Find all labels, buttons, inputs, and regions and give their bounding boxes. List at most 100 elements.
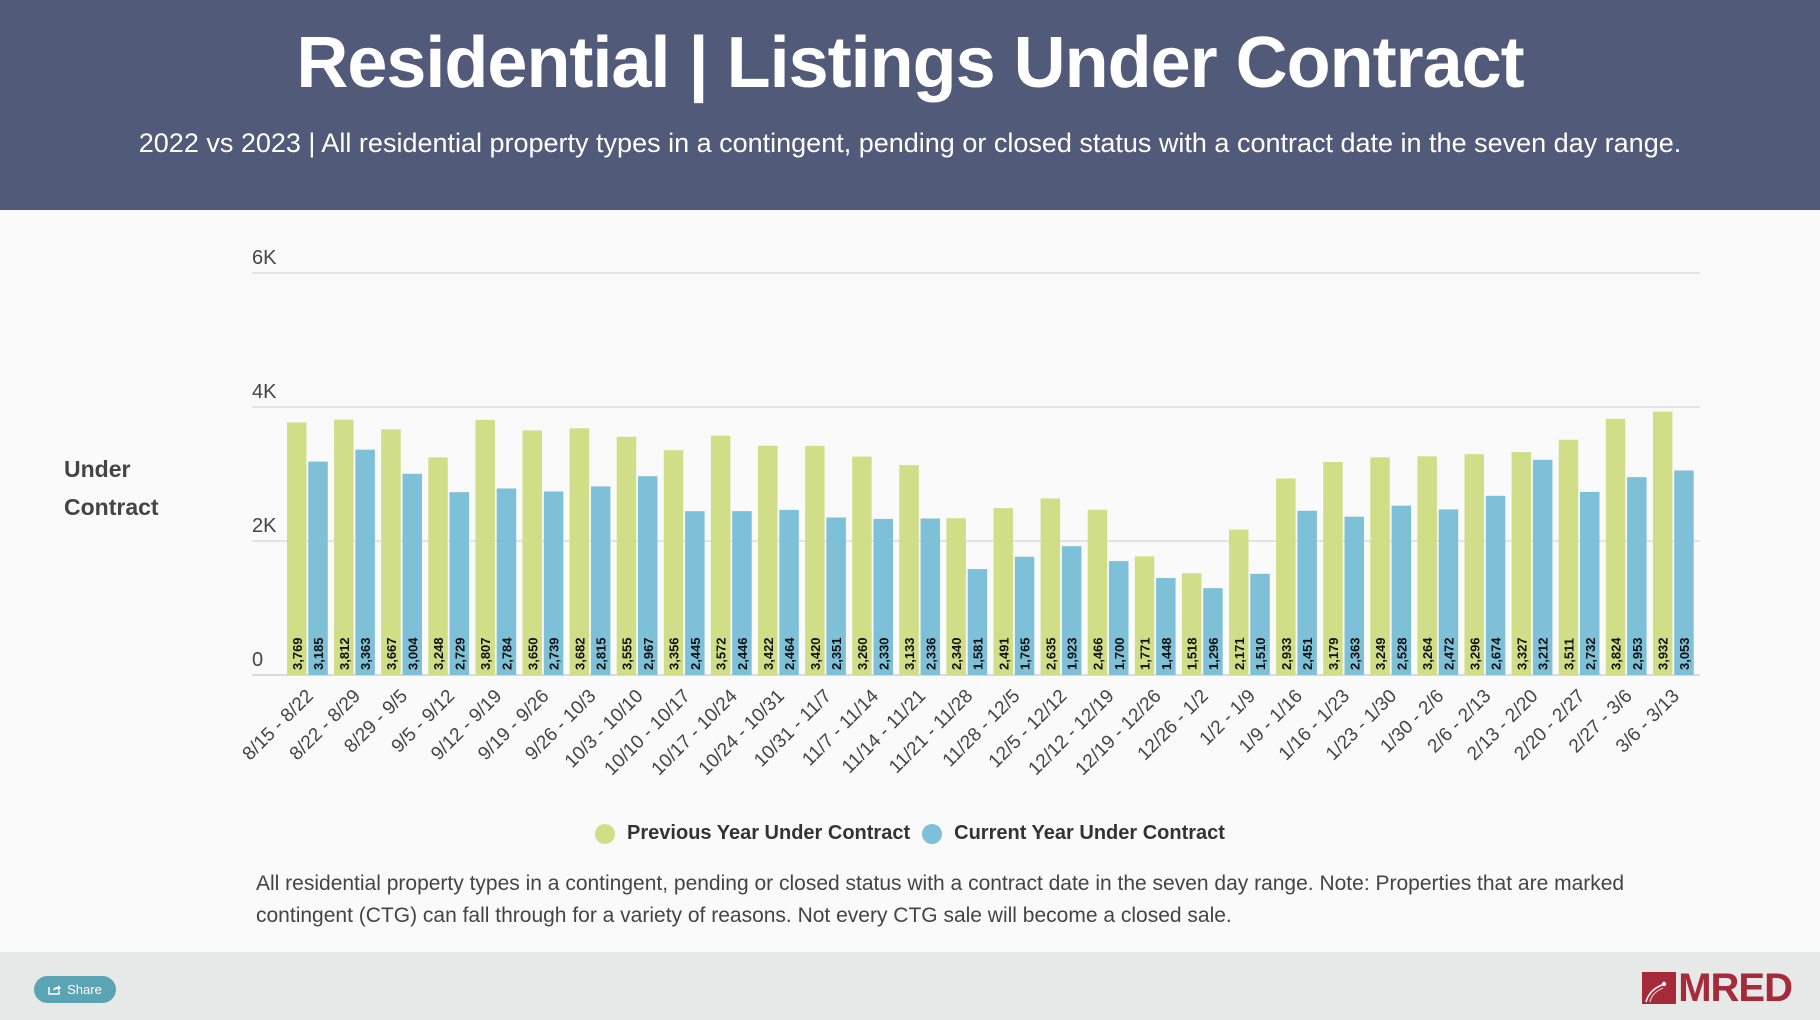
bar-previous-year <box>569 428 590 675</box>
bar-data-label: 2,351 <box>829 637 844 670</box>
bar-current-year <box>1674 470 1694 675</box>
bar-data-label: 2,445 <box>688 637 703 670</box>
bar-previous-year <box>1558 439 1579 675</box>
bar-current-year <box>1485 495 1506 675</box>
share-button[interactable]: Share <box>34 976 116 1003</box>
y-axis-label-line-2: Contract <box>64 494 159 520</box>
bar-current-year <box>1580 491 1600 675</box>
bar-data-label: 1,581 <box>970 637 985 670</box>
mred-logo: MRED <box>1642 966 1793 1010</box>
mred-logo-text: MRED <box>1678 966 1793 1010</box>
bar-data-label: 2,466 <box>1090 637 1105 670</box>
bar-current-year <box>1532 459 1553 675</box>
y-tick-label: 6K <box>252 247 277 269</box>
bar-data-label: 3,682 <box>572 637 587 670</box>
bar-data-label: 2,732 <box>1583 637 1598 670</box>
bar-previous-year <box>616 436 637 675</box>
bar-previous-year <box>1181 573 1202 675</box>
page-subtitle: 2022 vs 2023 | All residential property … <box>138 128 1682 158</box>
header-banner: Residential | Listings Under Contract 20… <box>0 0 1820 210</box>
bar-data-label: 2,472 <box>1441 637 1456 670</box>
bar-previous-year <box>805 445 825 675</box>
bar-data-label: 1,700 <box>1112 637 1127 670</box>
bar-current-year <box>1344 516 1364 675</box>
bar-data-label: 2,953 <box>1630 637 1645 670</box>
bar-data-label: 3,249 <box>1373 637 1388 670</box>
mred-logo-mark-icon <box>1642 972 1677 1004</box>
bar-previous-year <box>522 430 542 675</box>
bar-current-year <box>779 509 799 675</box>
bar-data-label: 1,510 <box>1253 637 1268 670</box>
bar-data-label: 3,667 <box>384 637 399 670</box>
bar-previous-year <box>1652 411 1673 675</box>
bar-data-label: 2,729 <box>452 637 467 670</box>
bar-data-label: 3,053 <box>1677 637 1692 670</box>
bar-previous-year <box>1605 418 1626 675</box>
bar-current-year <box>1156 577 1176 675</box>
bar-data-label: 3,420 <box>808 637 823 670</box>
bar-current-year <box>873 518 893 675</box>
bar-data-label: 3,769 <box>290 637 305 670</box>
bar-data-label: 3,327 <box>1514 637 1529 670</box>
bar-previous-year <box>334 419 354 675</box>
bar-data-label: 2,446 <box>735 637 750 670</box>
bar-current-year <box>590 486 611 675</box>
bar-data-label: 3,356 <box>667 637 682 670</box>
bar-data-label: 3,264 <box>1420 637 1435 670</box>
legend-item-current-year[interactable]: Current Year Under Contract <box>922 822 1225 845</box>
legend-label-previous-year: Previous Year Under Contract <box>627 822 911 844</box>
bar-current-year <box>1250 573 1270 675</box>
bar-current-year <box>1061 546 1082 675</box>
bar-data-label: 3,422 <box>761 637 776 670</box>
legend-label-current-year: Current Year Under Contract <box>954 822 1225 844</box>
bar-data-label: 3,179 <box>1326 637 1341 670</box>
bar-current-year <box>1627 477 1647 675</box>
bar-previous-year <box>993 508 1013 675</box>
bar-previous-year <box>852 456 872 675</box>
bar-current-year <box>1203 588 1223 675</box>
y-axis-label-line-1: Under <box>64 456 131 482</box>
page-title: Residential | Listings Under Contract <box>296 23 1524 103</box>
bar-data-label: 2,674 <box>1489 637 1504 670</box>
bar-previous-year <box>1229 529 1249 675</box>
bar-current-year <box>1391 505 1412 675</box>
bar-current-year <box>355 449 375 675</box>
bar-data-label: 1,923 <box>1065 637 1080 670</box>
legend-item-previous-year[interactable]: Previous Year Under Contract <box>595 822 910 845</box>
bar-previous-year <box>381 429 401 675</box>
share-label: Share <box>67 982 102 997</box>
bar-previous-year <box>946 518 966 675</box>
footer-bar: Share MRED <box>0 952 1820 1020</box>
bar-data-label: 3,555 <box>619 637 634 670</box>
bar-data-label: 2,967 <box>641 637 656 670</box>
bar-previous-year <box>1511 452 1532 675</box>
bar-data-label: 2,933 <box>1279 637 1294 670</box>
legend-dot-previous-year <box>595 823 616 844</box>
bar-current-year <box>826 517 846 675</box>
y-tick-label: 4K <box>252 381 277 403</box>
bar-data-label: 3,212 <box>1536 637 1551 670</box>
bar-current-year <box>449 492 470 675</box>
bar-data-label: 2,330 <box>876 637 891 670</box>
bar-current-year <box>638 476 658 675</box>
bar-data-label: 2,171 <box>1232 637 1247 670</box>
bar-previous-year <box>1040 498 1061 675</box>
bar-data-label: 1,771 <box>1138 637 1153 670</box>
bar-data-label: 3,824 <box>1609 637 1624 670</box>
bar-previous-year <box>287 422 307 675</box>
bar-current-year <box>1297 510 1317 675</box>
bar-current-year <box>543 491 564 675</box>
bar-data-label: 1,765 <box>1018 637 1033 670</box>
bar-current-year <box>732 511 752 675</box>
bar-current-year <box>402 473 422 675</box>
bar-data-label: 3,650 <box>525 637 540 670</box>
bar-previous-year <box>1323 462 1343 675</box>
bar-data-label: 2,336 <box>923 637 938 670</box>
bar-previous-year <box>1276 478 1296 675</box>
y-tick-label: 0 <box>252 649 263 671</box>
legend-dot-current-year <box>922 823 943 844</box>
bar-current-year <box>1014 556 1035 675</box>
bar-data-label: 3,260 <box>855 637 870 670</box>
bar-data-label: 2,784 <box>499 637 514 670</box>
bar-data-label: 3,248 <box>431 637 446 670</box>
